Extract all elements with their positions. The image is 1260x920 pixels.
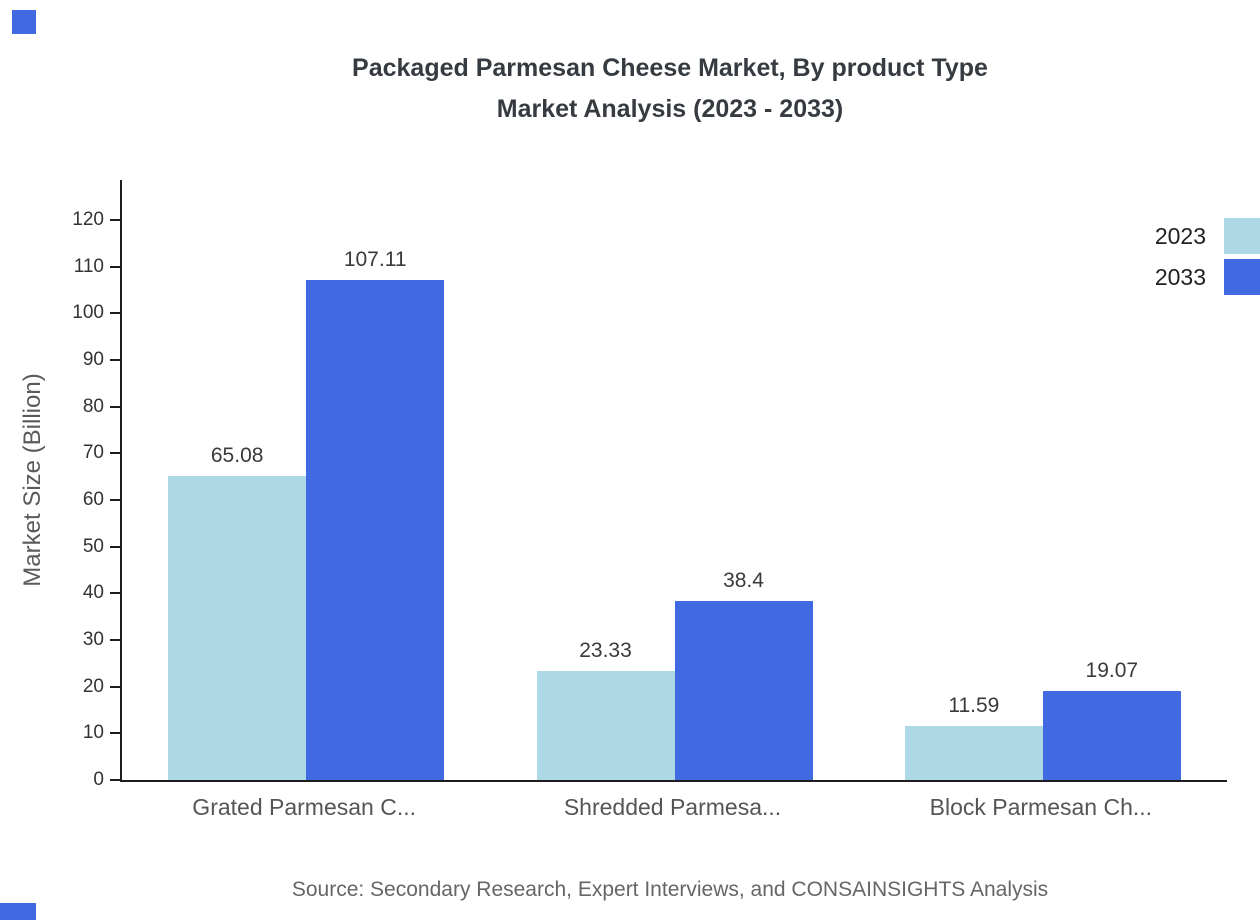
y-axis-tick (110, 312, 120, 315)
y-axis-tick (110, 732, 120, 735)
y-axis-tick (110, 219, 120, 221)
corner-accent-top-left (12, 10, 36, 34)
y-axis-tick (110, 405, 120, 408)
y-tick-label: 20 (82, 675, 104, 697)
bar-value-label: 19.07 (1085, 659, 1139, 683)
y-tick-label: 120 (72, 209, 104, 230)
bar-value-label: 11.59 (948, 693, 1000, 717)
plot-area: 0 10 20 30 40 50 60 70 80 90 100 110 120 65.08 107.11 2… (72, 180, 1227, 790)
y-tick-label: 60 (82, 489, 104, 510)
x-category-label: Block Parmesan Ch... (929, 794, 1153, 820)
legend-item-2033: 2033 (1155, 259, 1260, 295)
y-axis-tick (110, 265, 120, 268)
y-tick-label: 0 (93, 769, 104, 790)
y-axis-tick (110, 779, 120, 781)
chart-title-line-2: Market Analysis (2023 - 2033) (496, 95, 844, 123)
y-axis-tick (110, 452, 120, 455)
legend-item-2023: 2023 (1155, 218, 1260, 254)
bar-2033-category-3 (1042, 691, 1181, 780)
y-tick-label: 70 (82, 442, 104, 464)
y-axis-tick (110, 359, 120, 361)
bar-2023-category-2 (536, 671, 675, 780)
corner-accent-bottom-left (0, 903, 36, 920)
legend-label: 2033 (1154, 263, 1206, 290)
x-category-label: Shredded Parmesa... (563, 794, 782, 820)
bar-2033-category-2 (674, 600, 813, 780)
x-axis-labels: Grated Parmesan C... Shredded Parmesa... B… (120, 794, 1225, 830)
x-category-label: Grated Parmesan C... (192, 794, 417, 820)
y-axis-tick (110, 592, 120, 595)
bar-2023-category-1 (168, 476, 307, 780)
y-tick-label: 50 (82, 535, 104, 557)
legend: 2023 2033 (1155, 218, 1260, 295)
source-note: Source: Secondary Research, Expert Inter… (291, 878, 1049, 901)
y-axis-tick (110, 545, 120, 548)
bar-value-label: 23.33 (579, 639, 632, 663)
y-tick-label: 30 (82, 629, 104, 650)
chart-title-line-1: Packaged Parmesan Cheese Market, By prod… (352, 54, 988, 82)
y-axis-tick (110, 639, 120, 641)
bar-value-label: 65.08 (210, 444, 264, 468)
y-tick-label: 110 (73, 255, 104, 277)
y-tick-label: 100 (72, 302, 104, 324)
y-tick-label: 10 (82, 722, 104, 744)
y-axis-tick (110, 685, 120, 688)
bar-2023-category-3 (904, 725, 1043, 780)
y-tick-label: 80 (82, 395, 104, 417)
y-axis-tick (110, 499, 120, 501)
y-tick-label: 40 (82, 582, 104, 604)
legend-swatch (1224, 218, 1260, 254)
bar-value-label: 107.11 (343, 248, 407, 272)
y-axis-title: Market Size (Billion) (19, 373, 46, 587)
bar-2033-category-1 (306, 280, 445, 780)
chart-title: Packaged Parmesan Cheese Market, By prod… (80, 48, 1260, 130)
legend-swatch (1224, 259, 1260, 295)
y-tick-label: 90 (82, 349, 104, 370)
bar-value-label: 38.4 (723, 568, 764, 592)
legend-label: 2023 (1154, 222, 1206, 249)
